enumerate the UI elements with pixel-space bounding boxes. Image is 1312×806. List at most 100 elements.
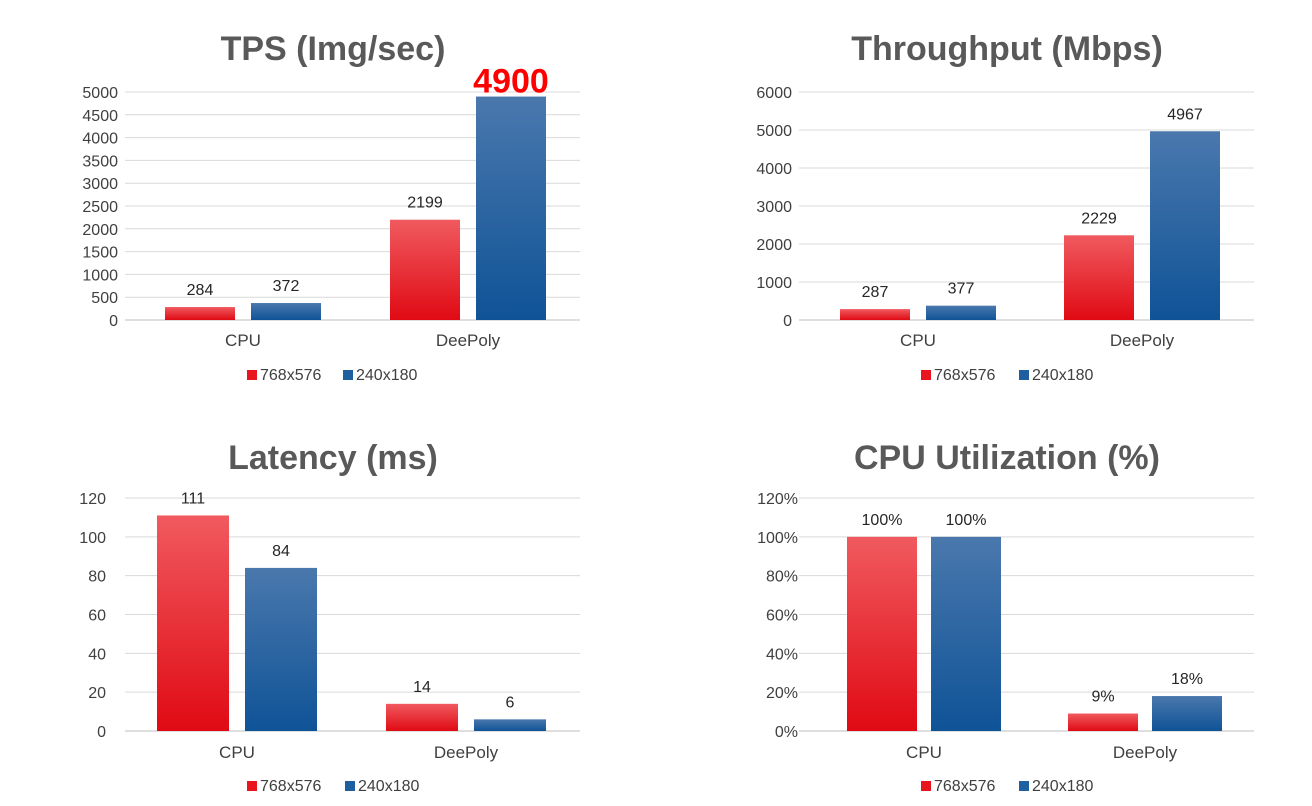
throughput-category-label: CPU [900, 331, 936, 350]
chart-throughput: Throughput (Mbps) 0 1000 2000 3000 4000 5000 60… [674, 0, 1312, 403]
cpu-utilization-legend-label: 240x180 [1032, 778, 1093, 795]
latency-data-label: 6 [506, 694, 515, 711]
throughput-legend-label: 768x576 [934, 367, 995, 384]
latency-y-tick-label: 0 [97, 724, 106, 741]
tps-legend-swatch [343, 370, 353, 380]
chart-cpu-utilization-svg: CPU Utilization (%) 0% 20% 40% 60% 80% 100% 120… [757, 439, 1254, 795]
tps-y-tick-label: 2000 [82, 222, 118, 239]
tps-data-label: 2199 [407, 195, 443, 212]
tps-data-label: 284 [187, 282, 214, 299]
latency-bar-deepoly-768x576 [386, 703, 458, 731]
throughput-y-tick-label: 5000 [756, 123, 792, 140]
cpu-utilization-category-label: DeePoly [1113, 743, 1178, 762]
latency-y-tick-label: 60 [88, 608, 106, 625]
tps-title: TPS (Img/sec) [221, 30, 446, 68]
cpu-utilization-y-tick-label: 40% [766, 646, 798, 663]
throughput-title: Throughput (Mbps) [851, 30, 1163, 68]
throughput-data-label: 4967 [1167, 106, 1203, 123]
latency-y-tick-label: 80 [88, 569, 106, 586]
tps-legend-swatch [247, 370, 257, 380]
tps-bar-deepoly-240x180 [476, 96, 546, 320]
cpu-utilization-data-label: 100% [862, 512, 903, 529]
cpu-utilization-y-tick-label: 0% [775, 724, 798, 741]
chart-cpu-utilization: CPU Utilization (%) 0% 20% 40% 60% 80% 100% 120… [674, 403, 1312, 806]
latency-y-tick-label: 100 [79, 530, 106, 547]
cpu-utilization-bar-deepoly-240x180 [1152, 696, 1222, 731]
tps-bar-cpu-240x180 [251, 303, 321, 320]
latency-legend-label: 240x180 [358, 778, 419, 795]
tps-legend-label: 240x180 [356, 367, 417, 384]
cpu-utilization-bar-deepoly-768x576 [1068, 713, 1138, 731]
tps-y-tick-label: 0 [109, 313, 118, 330]
tps-category-label: DeePoly [436, 331, 501, 350]
throughput-bar-deepoly-240x180 [1150, 131, 1220, 320]
latency-y-tick-label: 40 [88, 646, 106, 663]
cpu-utilization-y-tick-label: 120% [757, 491, 798, 508]
tps-y-tick-label: 4000 [82, 131, 118, 148]
throughput-legend-swatch [921, 370, 931, 380]
throughput-category-label: DeePoly [1110, 331, 1175, 350]
cpu-utilization-y-tick-label: 80% [766, 569, 798, 586]
tps-data-label: 4900 [473, 63, 549, 101]
tps-y-tick-label: 4500 [82, 108, 118, 125]
cpu-utilization-legend-swatch [1019, 781, 1029, 791]
tps-y-tick-label: 1000 [82, 267, 118, 284]
throughput-legend-swatch [1019, 370, 1029, 380]
tps-category-label: CPU [225, 331, 261, 350]
throughput-data-label: 287 [862, 284, 889, 301]
tps-y-tick-label: 500 [91, 290, 118, 307]
latency-bar-cpu-240x180 [245, 567, 317, 731]
chart-tps: TPS (Img/sec) 0 500 1000 1500 2000 2500 3000 350… [0, 0, 656, 403]
latency-bar-cpu-768x576 [157, 515, 229, 731]
throughput-y-tick-label: 0 [783, 313, 792, 330]
cpu-utilization-category-label: CPU [906, 743, 942, 762]
throughput-y-tick-label: 4000 [756, 161, 792, 178]
tps-bar-cpu-768x576 [165, 307, 235, 320]
cpu-utilization-data-label: 9% [1091, 689, 1114, 706]
chart-latency-svg: Latency (ms) 0 20 40 60 80 100 120 111 84 CPU 14 6 De… [79, 439, 580, 795]
cpu-utilization-legend-swatch [921, 781, 931, 791]
throughput-y-tick-label: 2000 [756, 237, 792, 254]
throughput-y-tick-label: 1000 [756, 275, 792, 292]
chart-latency: Latency (ms) 0 20 40 60 80 100 120 111 84 CPU 14 6 De… [0, 403, 656, 806]
latency-data-label: 14 [413, 679, 431, 696]
tps-y-tick-label: 3500 [82, 153, 118, 170]
tps-y-tick-label: 3000 [82, 176, 118, 193]
cpu-utilization-bar-cpu-768x576 [847, 536, 917, 731]
latency-data-label: 84 [272, 543, 290, 560]
tps-data-label: 372 [273, 278, 300, 295]
latency-title: Latency (ms) [228, 439, 438, 477]
throughput-bar-deepoly-768x576 [1064, 235, 1134, 320]
cpu-utilization-data-label: 18% [1171, 671, 1203, 688]
latency-category-label: CPU [219, 743, 255, 762]
tps-bar-deepoly-768x576 [390, 219, 460, 320]
chart-tps-svg: TPS (Img/sec) 0 500 1000 1500 2000 2500 3000 350… [82, 30, 580, 384]
cpu-utilization-y-tick-label: 20% [766, 685, 798, 702]
throughput-data-label: 377 [948, 281, 975, 298]
throughput-y-tick-label: 6000 [756, 85, 792, 102]
tps-legend-label: 768x576 [260, 367, 321, 384]
latency-data-label: 111 [181, 490, 205, 507]
throughput-data-label: 2229 [1081, 210, 1117, 227]
throughput-y-tick-label: 3000 [756, 199, 792, 216]
latency-legend-label: 768x576 [260, 778, 321, 795]
latency-category-label: DeePoly [434, 743, 499, 762]
cpu-utilization-data-label: 100% [946, 512, 987, 529]
throughput-bar-cpu-240x180 [926, 305, 996, 320]
cpu-utilization-title: CPU Utilization (%) [854, 439, 1160, 477]
latency-bar-deepoly-240x180 [474, 719, 546, 731]
latency-legend-swatch [247, 781, 257, 791]
throughput-legend-label: 240x180 [1032, 367, 1093, 384]
latency-y-tick-label: 120 [79, 491, 106, 508]
tps-y-tick-label: 2500 [82, 199, 118, 216]
latency-legend-swatch [345, 781, 355, 791]
cpu-utilization-y-tick-label: 100% [757, 530, 798, 547]
cpu-utilization-bar-cpu-240x180 [931, 536, 1001, 731]
throughput-bar-cpu-768x576 [840, 309, 910, 320]
latency-y-tick-label: 20 [88, 685, 106, 702]
tps-y-tick-label: 5000 [82, 85, 118, 102]
cpu-utilization-legend-label: 768x576 [934, 778, 995, 795]
cpu-utilization-y-tick-label: 60% [766, 608, 798, 625]
chart-throughput-svg: Throughput (Mbps) 0 1000 2000 3000 4000 5000 60… [756, 30, 1254, 384]
tps-y-tick-label: 1500 [82, 245, 118, 262]
